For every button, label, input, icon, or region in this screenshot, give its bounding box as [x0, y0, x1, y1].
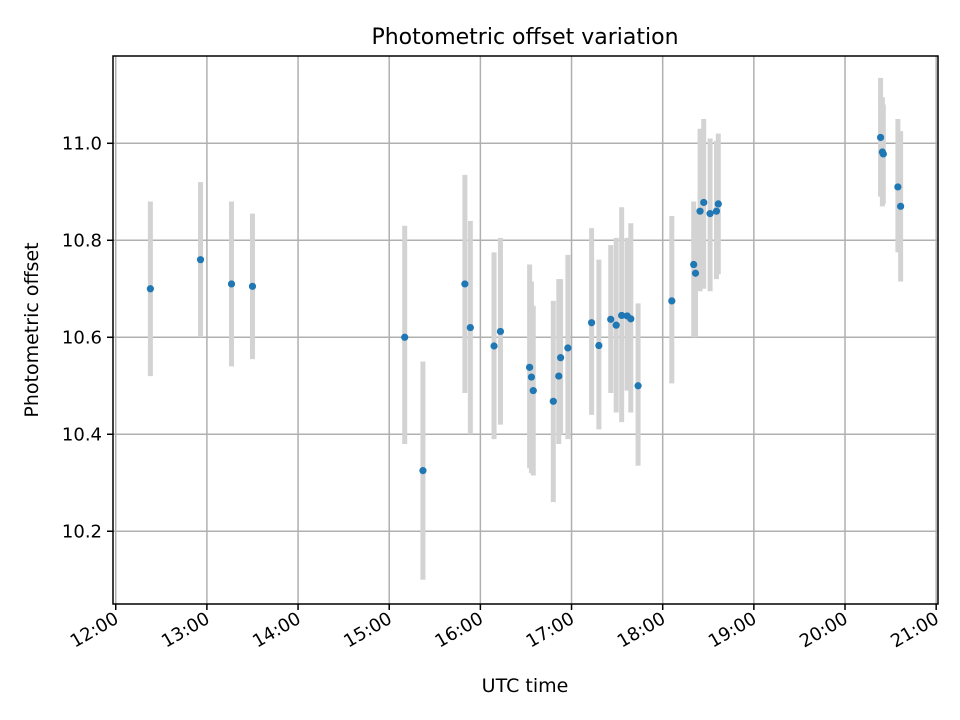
data-point: [549, 397, 557, 405]
data-point: [897, 202, 905, 210]
data-point: [466, 323, 474, 332]
data-point: [618, 311, 626, 320]
y-tick-label: 10.6: [62, 327, 102, 348]
data-point: [714, 200, 722, 208]
data-point: [496, 327, 505, 336]
grid-layer: [113, 56, 938, 604]
data-point: [607, 315, 615, 323]
data-point: [419, 467, 427, 475]
data-point: [401, 333, 409, 341]
data-point: [690, 260, 698, 269]
data-point: [706, 210, 714, 218]
data-point: [691, 269, 700, 277]
data-point: [634, 382, 642, 390]
y-tick-label: 10.2: [62, 521, 102, 542]
data-point: [876, 133, 885, 142]
data-point: [564, 344, 572, 352]
data-point: [894, 183, 902, 191]
data-point: [527, 373, 536, 381]
data-point: [526, 363, 534, 371]
data-point: [696, 207, 704, 215]
data-point: [461, 280, 469, 288]
y-tick-label: 10.8: [62, 230, 102, 251]
x-axis-label: UTC time: [482, 675, 569, 697]
data-point: [196, 256, 205, 264]
data-point: [248, 282, 257, 290]
data-point: [612, 321, 620, 329]
data-point: [556, 354, 565, 362]
data-point: [227, 280, 236, 288]
data-point: [555, 372, 563, 380]
chart-title: Photometric offset variation: [371, 25, 678, 50]
data-point: [490, 342, 498, 350]
y-tick-label: 10.4: [62, 424, 102, 445]
y-axis-label: Photometric offset: [21, 242, 43, 417]
data-point: [668, 297, 676, 305]
y-tick-label: 11.0: [62, 133, 102, 154]
data-point: [879, 150, 887, 158]
point-layer: [146, 133, 905, 475]
data-point: [627, 315, 635, 323]
data-point: [712, 207, 721, 215]
data-point: [529, 387, 537, 395]
data-point: [146, 285, 154, 293]
data-point: [700, 198, 708, 207]
data-point: [587, 319, 596, 327]
data-point: [595, 341, 603, 350]
plot-frame: [112, 55, 939, 605]
